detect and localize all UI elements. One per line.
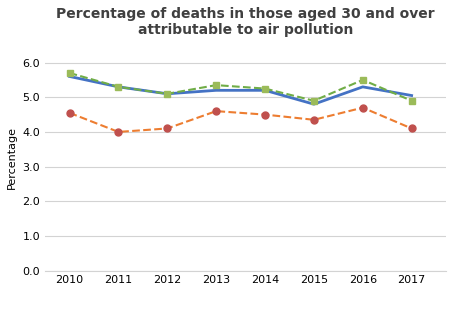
Herefordshire — [360, 106, 365, 110]
England — [360, 85, 365, 89]
England — [311, 102, 316, 106]
West Midlandsregion — [213, 83, 219, 87]
Herefordshire — [67, 111, 72, 115]
West Midlandsregion — [311, 99, 316, 103]
Line: West Midlandsregion: West Midlandsregion — [66, 70, 415, 104]
West Midlandsregion — [67, 71, 72, 75]
West Midlandsregion — [262, 86, 268, 90]
Herefordshire — [311, 118, 316, 122]
West Midlandsregion — [164, 92, 170, 96]
England — [164, 92, 170, 96]
Herefordshire — [116, 130, 121, 134]
Y-axis label: Percentage: Percentage — [7, 126, 17, 189]
Line: Herefordshire: Herefordshire — [66, 104, 415, 135]
England — [213, 88, 219, 92]
Title: Percentage of deaths in those aged 30 and over
attributable to air pollution: Percentage of deaths in those aged 30 an… — [56, 7, 435, 37]
Herefordshire — [213, 109, 219, 113]
England — [116, 85, 121, 89]
Herefordshire — [164, 126, 170, 130]
England — [67, 75, 72, 79]
England — [262, 88, 268, 92]
England — [409, 93, 415, 97]
West Midlandsregion — [116, 85, 121, 89]
West Midlandsregion — [409, 99, 415, 103]
Legend: England, Herefordshire, West Midlandsregion: England, Herefordshire, West Midlandsreg… — [69, 326, 423, 330]
Herefordshire — [409, 126, 415, 130]
Line: England: England — [69, 77, 412, 104]
Herefordshire — [262, 113, 268, 116]
West Midlandsregion — [360, 78, 365, 82]
